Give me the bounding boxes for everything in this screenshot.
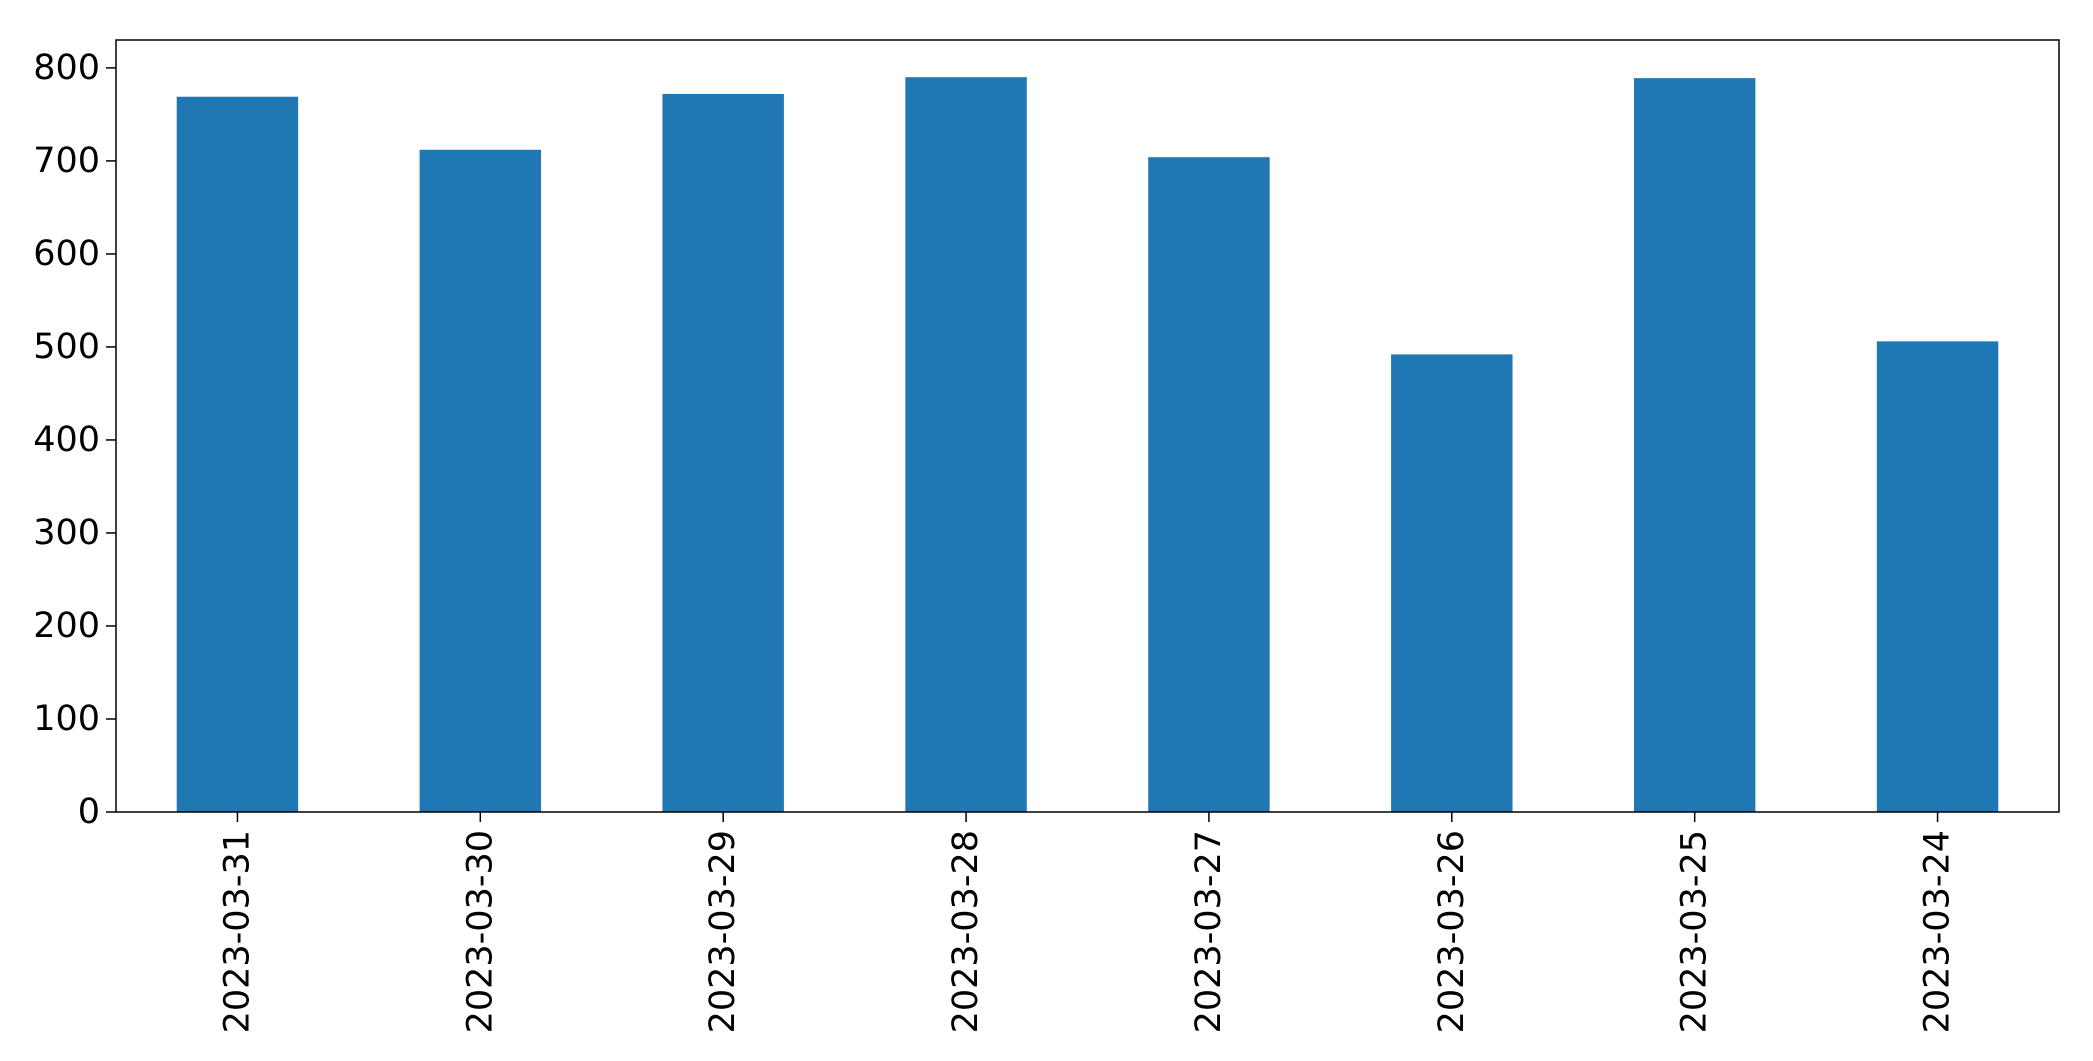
y-tick-label: 800	[33, 48, 100, 88]
y-tick-label: 200	[33, 606, 100, 646]
bar-2023-03-31	[176, 96, 299, 812]
y-tick-label: 500	[33, 327, 100, 367]
x-tick-label: 2023-03-24	[1918, 830, 1958, 1033]
x-tick-label: 2023-03-29	[703, 830, 743, 1033]
x-tick-label: 2023-03-27	[1189, 830, 1229, 1033]
y-tick-label: 300	[33, 513, 100, 553]
y-tick-label: 700	[33, 141, 100, 181]
y-tick-label: 100	[33, 699, 100, 739]
y-tick-label: 400	[33, 420, 100, 460]
x-tick-label: 2023-03-31	[217, 830, 257, 1033]
bar-2023-03-30	[419, 149, 542, 812]
bar-2023-03-27	[1148, 157, 1270, 812]
bar-2023-03-26	[1391, 354, 1513, 812]
x-axis: 2023-03-31 2023-03-30 2023-03-29 2023-03-28…	[217, 812, 1958, 1033]
y-tick-label: 0	[78, 792, 100, 832]
bar-2023-03-25	[1633, 78, 1756, 812]
x-tick-label: 2023-03-26	[1432, 830, 1472, 1033]
y-tick-label: 600	[33, 234, 100, 274]
bars-group	[176, 77, 1999, 812]
y-axis: 0 100 200 300 400 500 600 700 800	[33, 48, 116, 832]
x-tick-label: 2023-03-25	[1675, 830, 1715, 1033]
x-tick-label: 2023-03-28	[946, 830, 986, 1033]
x-tick-label: 2023-03-30	[460, 830, 500, 1033]
bar-2023-03-24	[1876, 341, 1999, 812]
bar-2023-03-28	[905, 77, 1027, 812]
bar-2023-03-29	[662, 93, 784, 812]
plot-frame	[115, 39, 2060, 813]
